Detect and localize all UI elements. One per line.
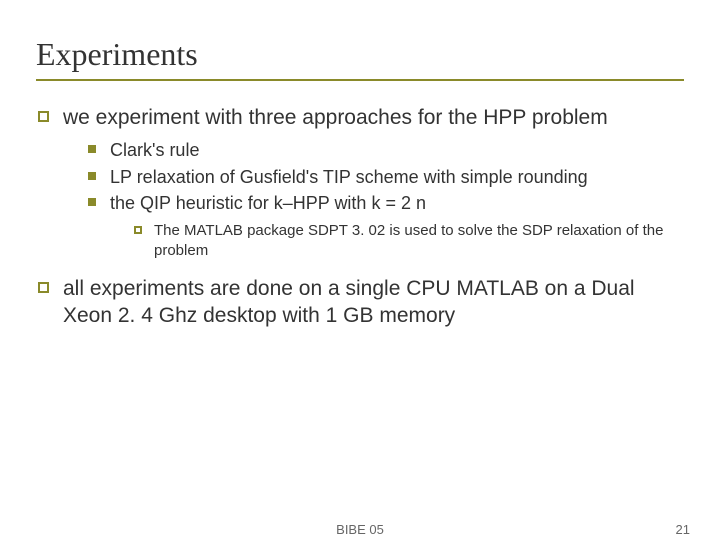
filled-square-icon — [88, 145, 96, 153]
slide: Experiments we experiment with three app… — [0, 0, 720, 540]
list-item-text: all experiments are done on a single CPU… — [63, 276, 684, 329]
hollow-square-icon — [38, 282, 49, 293]
hollow-square-icon — [134, 226, 142, 234]
list-item-text: the QIP heuristic for k–HPP with k = 2 n — [110, 192, 426, 215]
list-item-text: we experiment with three approaches for … — [63, 105, 608, 131]
list-item: Clark's rule — [88, 139, 684, 162]
filled-square-icon — [88, 198, 96, 206]
filled-square-icon — [88, 172, 96, 180]
subsublist: The MATLAB package SDPT 3. 02 is used to… — [134, 221, 684, 260]
page-number: 21 — [676, 522, 690, 537]
list-item: we experiment with three approaches for … — [38, 105, 684, 131]
hollow-square-icon — [38, 111, 49, 122]
list-item-text: LP relaxation of Gusfield's TIP scheme w… — [110, 166, 588, 189]
footer-center-text: BIBE 05 — [336, 522, 384, 537]
title-underline — [36, 79, 684, 81]
page-title: Experiments — [36, 36, 684, 73]
list-item: LP relaxation of Gusfield's TIP scheme w… — [88, 166, 684, 189]
list-item: the QIP heuristic for k–HPP with k = 2 n — [88, 192, 684, 215]
list-item-text: The MATLAB package SDPT 3. 02 is used to… — [154, 221, 684, 260]
list-item-text: Clark's rule — [110, 139, 199, 162]
list-item: all experiments are done on a single CPU… — [38, 276, 684, 329]
list-item: The MATLAB package SDPT 3. 02 is used to… — [134, 221, 684, 260]
sublist: Clark's rule LP relaxation of Gusfield's… — [88, 139, 684, 260]
